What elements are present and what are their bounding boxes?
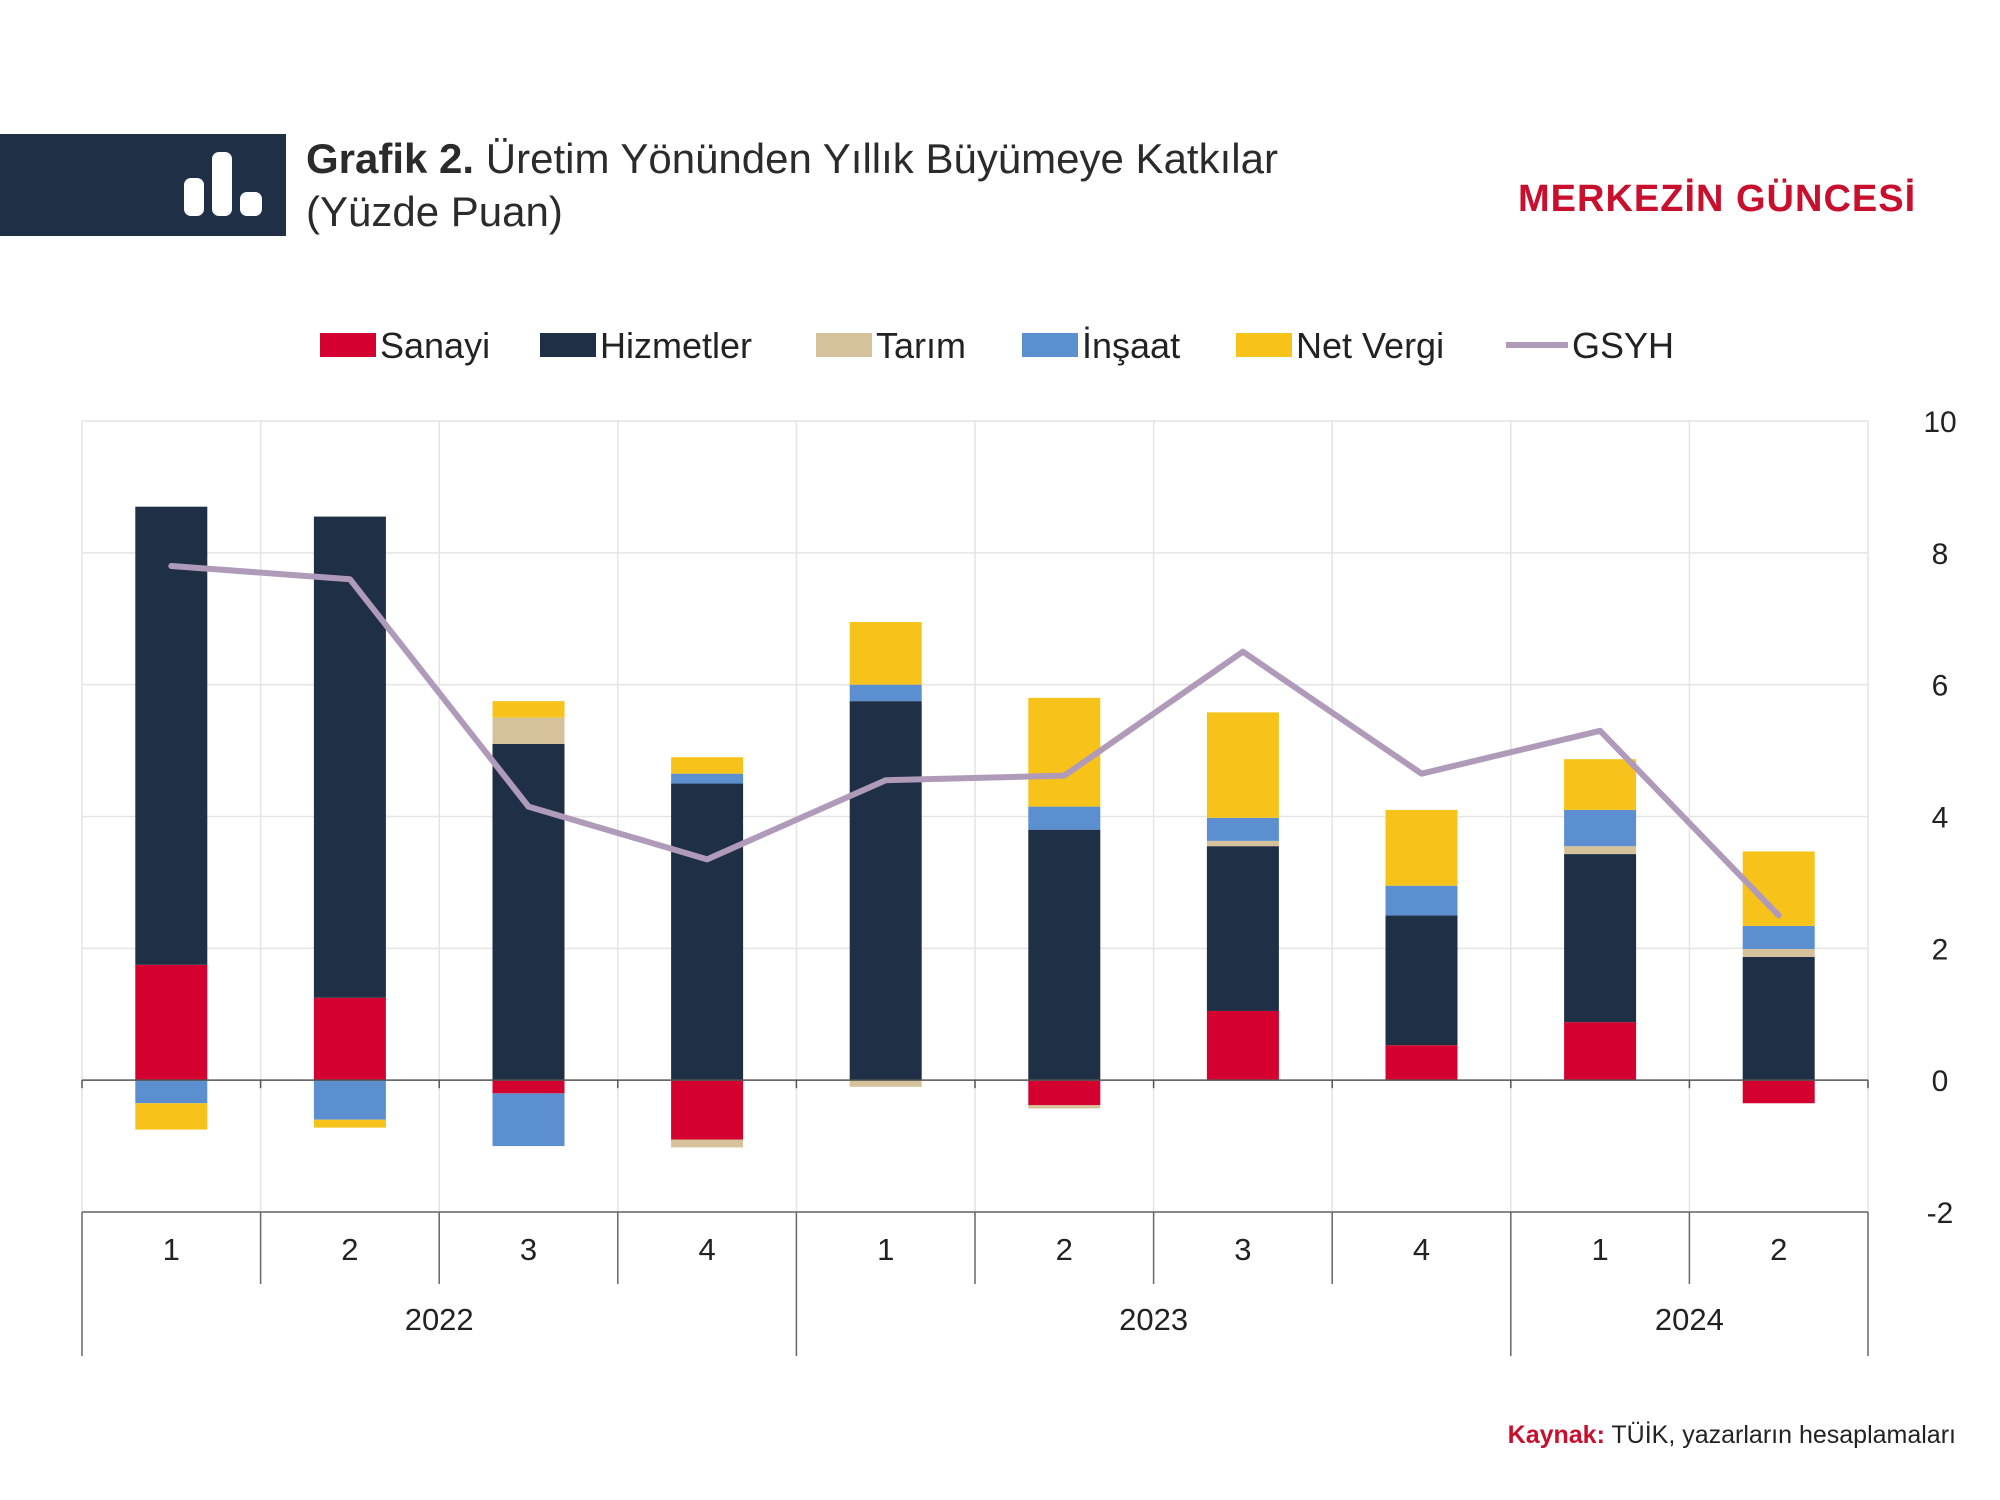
gsyh-line [168,563,1782,919]
bar-hizmetler [492,743,565,1081]
bar-tarım [492,717,565,744]
bar-net-vergi [1028,697,1101,807]
year-group-label: 2024 [1655,1302,1724,1337]
chart-title: Üretim Yönünden Yıllık Büyümeye Katkılar [485,135,1278,182]
y-tick-label: 4 [1932,802,1949,835]
bar-i̇nşaat [135,1080,208,1104]
y-tick-label: 10 [1923,406,1956,439]
y-tick-label: -2 [1927,1197,1954,1230]
bar-hizmetler [671,783,744,1081]
y-tick-label: 0 [1932,1065,1949,1098]
bar-sanayi [1206,1010,1279,1081]
bar-hizmetler [1028,829,1101,1081]
legend-label: İnşaat [1082,325,1180,366]
bar-net-vergi [1564,759,1637,810]
bar-tarım [671,1139,744,1148]
year-group-label: 2023 [1119,1302,1188,1337]
legend-label: Net Vergi [1296,325,1444,366]
bar-tarım [1564,846,1637,855]
gsyh-line-path [168,563,1782,919]
bar-i̇nşaat [1206,817,1279,841]
x-tick-label: 1 [1591,1232,1608,1267]
title-band [0,134,286,236]
bar-net-vergi [135,1103,208,1130]
legend-label: Sanayi [380,325,490,366]
bar-net-vergi [313,1119,386,1128]
bar-hizmetler [1385,915,1458,1046]
x-tick-label: 3 [1234,1232,1251,1267]
bar-i̇nşaat [1028,806,1101,830]
bar-sanayi [1028,1080,1101,1106]
legend: Sanayi Hizmetler Tarım İnşaat Net Vergi GSYH [320,325,1674,366]
source-label: Kaynak: [1507,1421,1605,1449]
legend-swatch [1236,333,1292,357]
bar-i̇nşaat [1742,925,1815,949]
bar-hizmetler [1206,846,1279,1011]
legend-swatch [320,333,376,357]
bar-net-vergi [1206,712,1279,818]
bar-hizmetler [313,516,386,998]
chart-title-block: Grafik 2. Üretim Yönünden Yıllık Büyümey… [306,132,1278,238]
bar-net-vergi [671,757,744,774]
y-tick-label: 6 [1932,670,1949,703]
legend-label: Hizmetler [600,325,752,366]
bar-hizmetler [849,701,922,1081]
bar-net-vergi [492,701,565,718]
y-tick-label: 2 [1932,933,1949,966]
bar-net-vergi [1385,809,1458,886]
bar-sanayi [135,964,208,1081]
x-tick-label: 2 [1770,1232,1787,1267]
chart-title-label: Grafik 2. [306,135,475,182]
year-group-label: 2022 [405,1302,474,1337]
bar-hizmetler [1742,956,1815,1081]
x-tick-label: 2 [1056,1232,1073,1267]
bar-tarım [1742,948,1815,957]
bar-sanayi [492,1080,565,1094]
source-text: TÜİK, yazarların hesaplamaları [1611,1421,1956,1449]
x-tick-label: 4 [698,1232,715,1267]
bar-hizmetler [135,506,208,965]
legend-swatch [540,333,596,357]
bar-sanayi [1564,1022,1637,1081]
bar-net-vergi [849,622,922,685]
brand-logo: MERKEZİN GÜNCESİ [1518,178,1917,220]
bar-i̇nşaat [849,684,922,702]
bar-sanayi [1385,1045,1458,1081]
bars [135,506,1815,1148]
bar-sanayi [1742,1080,1815,1104]
x-tick-label: 2 [341,1232,358,1267]
legend-swatch [1022,333,1078,357]
bar-sanayi [313,997,386,1081]
x-tick-label: 1 [877,1232,894,1267]
bar-i̇nşaat [313,1080,386,1120]
bar-tarım [849,1080,922,1087]
bar-tarım [1206,840,1279,847]
bar-i̇nşaat [671,773,744,784]
source-note: Kaynak: TÜİK, yazarların hesaplamaları [1508,1421,1956,1450]
x-tick-label: 1 [163,1232,180,1267]
legend-label: Tarım [876,325,966,366]
bar-sanayi [671,1080,744,1140]
legend-label: GSYH [1572,325,1674,366]
bar-tarım [1028,1105,1101,1109]
x-tick-label: 3 [520,1232,537,1267]
legend-swatch [816,333,872,357]
bar-chart-icon [184,152,262,216]
y-tick-label: 8 [1932,538,1949,571]
bar-i̇nşaat [492,1093,565,1147]
chart-subtitle: (Yüzde Puan) [306,188,563,235]
bar-hizmetler [1564,854,1637,1023]
bar-i̇nşaat [1564,809,1637,847]
x-tick-label: 4 [1413,1232,1430,1267]
bar-i̇nşaat [1385,885,1458,916]
